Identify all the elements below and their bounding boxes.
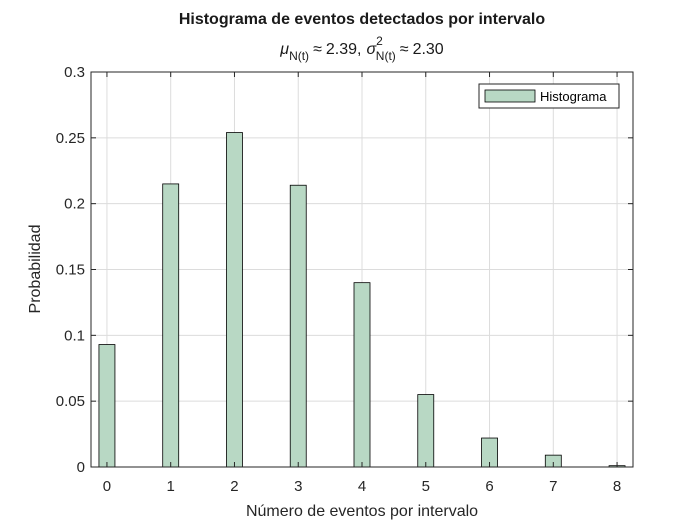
subtitle-mu: μ <box>279 41 289 58</box>
y-tick-label-2: 0.1 <box>64 327 85 344</box>
x-tick-label-8: 8 <box>613 478 621 495</box>
x-tick-label-7: 7 <box>549 478 557 495</box>
legend: Histograma <box>478 83 620 109</box>
x-tick-label-0: 0 <box>103 478 111 495</box>
bar-0 <box>98 344 116 468</box>
bars-layer <box>98 132 626 468</box>
y-tick-label-4: 0.2 <box>64 196 85 213</box>
ticks-layer: 0 1 2 3 4 5 6 7 8 0 0.05 0.1 0.15 0.2 0.25 0.3 <box>56 64 633 495</box>
bar-4 <box>353 282 371 468</box>
y-tick-label-6: 0.3 <box>64 64 85 81</box>
chart-subtitle: μN(t) ≈2.39, σ2 N(t) ≈2.30 <box>279 34 444 63</box>
bar-5 <box>417 394 435 468</box>
chart-title: Histograma de eventos detectados por int… <box>179 11 546 28</box>
legend-swatch <box>484 89 536 103</box>
x-tick-label-4: 4 <box>358 478 366 495</box>
x-tick-label-3: 3 <box>294 478 302 495</box>
y-tick-label-1: 0.05 <box>56 393 85 410</box>
subtitle-sigma-sub: N(t) <box>376 49 396 63</box>
x-tick-label-2: 2 <box>230 478 238 495</box>
bar-1 <box>162 183 180 468</box>
x-tick-label-6: 6 <box>485 478 493 495</box>
y-tick-label-5: 0.25 <box>56 130 85 147</box>
y-tick-label-0: 0 <box>77 459 85 476</box>
subtitle-approx-2: ≈ <box>400 41 409 58</box>
legend-label: Histograma <box>540 89 607 104</box>
subtitle-sigma-value: 2.30 <box>413 41 444 58</box>
y-axis-label: Probabilidad <box>27 225 44 314</box>
x-axis-label: Número de eventos por intervalo <box>246 503 478 520</box>
bar-2 <box>226 132 243 468</box>
subtitle-approx-1: ≈ <box>313 41 322 58</box>
subtitle-mu-value: 2.39, <box>326 41 362 58</box>
bar-3 <box>289 184 307 468</box>
subtitle-sigma-sup: 2 <box>376 34 383 48</box>
y-tick-label-3: 0.15 <box>56 262 85 279</box>
subtitle-mu-sub: N(t) <box>289 49 309 63</box>
subtitle-sigma: σ <box>366 41 377 58</box>
x-tick-label-1: 1 <box>167 478 175 495</box>
x-tick-label-5: 5 <box>422 478 430 495</box>
